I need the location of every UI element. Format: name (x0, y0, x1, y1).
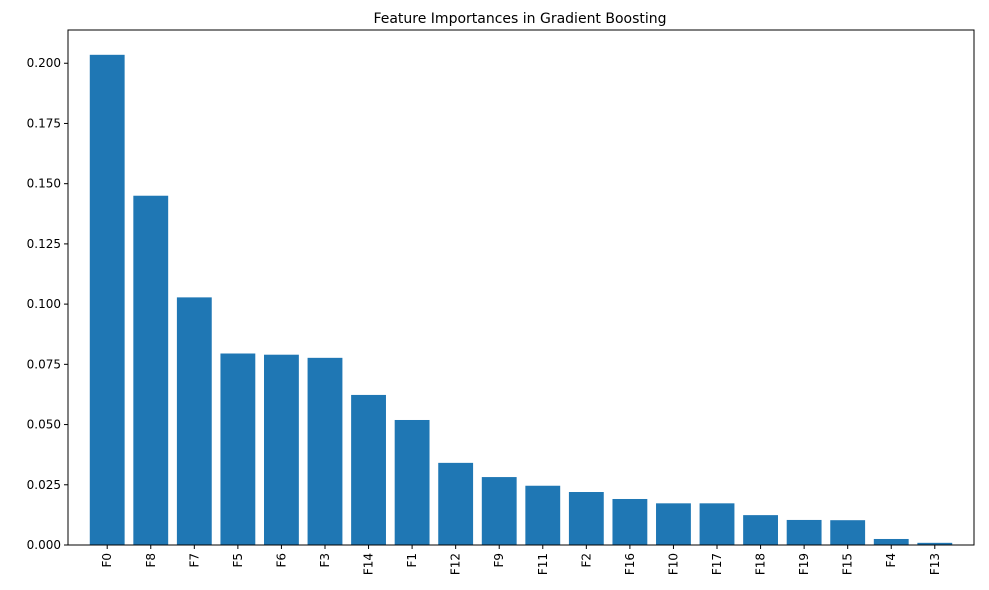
bar-f15 (830, 520, 866, 545)
y-tick-label: 0.200 (27, 56, 61, 70)
y-tick-label: 0.000 (27, 538, 61, 552)
x-tick-label: F16 (623, 553, 637, 575)
y-tick-label: 0.050 (27, 418, 61, 432)
bar-f11 (525, 485, 561, 545)
x-tick-label: F2 (579, 553, 593, 568)
x-tick-label: F10 (666, 553, 680, 575)
bar-f17 (699, 503, 735, 545)
bar-f3 (307, 357, 343, 545)
bar-f8 (133, 195, 169, 545)
bars-group (89, 54, 953, 545)
bar-f14 (351, 394, 386, 545)
x-tick-label: F12 (449, 553, 463, 575)
bar-f0 (89, 54, 125, 545)
x-tick-label: F3 (318, 553, 332, 568)
x-tick-label: F11 (536, 553, 550, 575)
y-tick-label: 0.150 (27, 177, 61, 191)
y-tick-label: 0.100 (27, 297, 61, 311)
bar-f4 (873, 538, 909, 545)
x-tick-label: F17 (710, 553, 724, 575)
bar-f19 (786, 519, 822, 545)
bar-f7 (176, 297, 212, 545)
x-tick-label: F8 (144, 553, 158, 568)
x-axis: F0 F8 F7 F5 F6 F3 F14 F1 F12 F9 F11 F2 F16 F10 F17 F18 F… (100, 545, 942, 575)
bar-f9 (481, 477, 517, 545)
y-tick-label: 0.075 (27, 357, 61, 371)
bar-f5 (220, 353, 256, 545)
x-tick-label: F15 (841, 553, 855, 575)
chart-title: Feature Importances in Gradient Boosting (373, 11, 666, 27)
y-axis: 0.000 0.025 0.050 0.075 0.100 0.125 0.150 0.175… (27, 56, 68, 552)
x-tick-label: F9 (492, 553, 506, 568)
y-tick-label: 0.175 (27, 116, 61, 130)
y-tick-label: 0.025 (27, 478, 61, 492)
x-tick-label: F14 (362, 553, 376, 575)
x-tick-label: F18 (754, 553, 768, 575)
bar-f6 (264, 354, 299, 545)
x-tick-label: F13 (928, 553, 942, 575)
x-tick-label: F19 (797, 553, 811, 575)
x-tick-label: F6 (274, 553, 288, 568)
plot-frame (67, 29, 975, 546)
x-tick-label: F4 (884, 553, 898, 568)
x-tick-label: F7 (187, 553, 201, 568)
y-tick-label: 0.125 (27, 237, 61, 251)
bar-f1 (394, 419, 430, 545)
x-tick-label: F0 (100, 553, 114, 568)
bar-f18 (743, 515, 778, 545)
x-tick-label: F1 (405, 553, 419, 568)
x-tick-label: F5 (231, 553, 245, 568)
bar-f10 (656, 503, 691, 545)
bar-f12 (438, 462, 474, 545)
bar-f13 (917, 542, 953, 545)
bar-f16 (612, 498, 648, 545)
bar-f2 (568, 492, 604, 545)
